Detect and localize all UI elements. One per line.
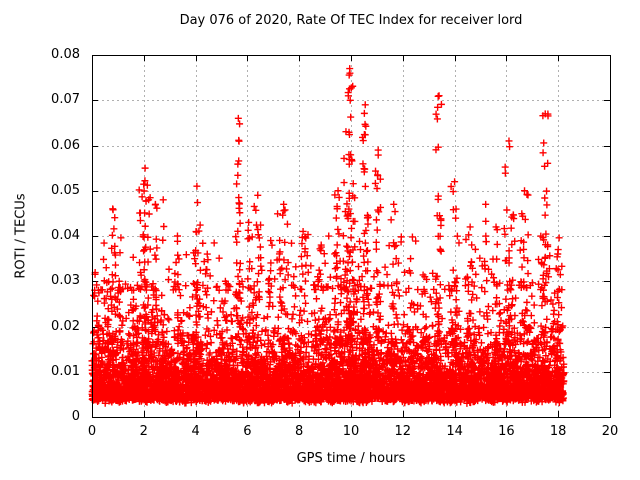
y-tick-label: 0.04 — [51, 228, 80, 243]
x-tick-label: 0 — [87, 424, 97, 439]
y-tick-label: 0.03 — [51, 273, 80, 289]
x-axis-label: GPS time / hours — [296, 451, 406, 466]
x-tick-label: 16 — [498, 424, 515, 439]
x-tick-label: 6 — [243, 424, 252, 439]
y-tick-label: 0 — [71, 409, 80, 424]
x-tick-label: 8 — [295, 424, 304, 439]
y-tick-label: 0.06 — [51, 137, 80, 153]
x-tick-label: 12 — [394, 424, 412, 439]
y-tick-label: 0.07 — [51, 92, 80, 108]
x-tick-label: 4 — [191, 424, 200, 439]
x-tick-label: 2 — [139, 424, 148, 439]
x-tick-label: 18 — [549, 424, 567, 439]
y-tick-label: 0.05 — [51, 182, 80, 198]
y-tick-label: 0.01 — [51, 363, 80, 379]
x-tick-label: 10 — [342, 424, 360, 439]
y-tick-label: 0.08 — [51, 47, 80, 62]
x-tick-label: 20 — [601, 424, 619, 439]
x-tick-label: 14 — [446, 424, 463, 439]
y-tick-label: 0.02 — [51, 318, 80, 334]
chart-title: Day 076 of 2020, Rate Of TEC Index for r… — [179, 13, 523, 28]
